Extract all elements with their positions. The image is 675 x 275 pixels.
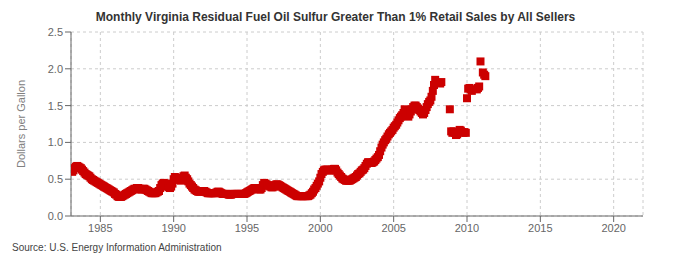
html-text:Source: U.S. Energy Informatio: Source: U.S. Energy Information Administ…	[12, 242, 222, 253]
svg-text:1990: 1990	[161, 222, 185, 234]
svg-text:2.0: 2.0	[48, 63, 63, 75]
svg-text:2.5: 2.5	[48, 26, 63, 38]
svg-text:1.5: 1.5	[48, 100, 63, 112]
svg-text:1995: 1995	[235, 222, 259, 234]
svg-text:0.0: 0.0	[48, 210, 63, 222]
svg-text:2020: 2020	[601, 222, 625, 234]
svg-text:Dollars per Gallon: Dollars per Gallon	[15, 80, 27, 168]
svg-text:2015: 2015	[528, 222, 552, 234]
svg-text:2005: 2005	[381, 222, 405, 234]
svg-text:2000: 2000	[308, 222, 332, 234]
svg-text:2010: 2010	[455, 222, 479, 234]
svg-text:0.5: 0.5	[48, 173, 63, 185]
svg-text:1.0: 1.0	[48, 136, 63, 148]
html-text:Monthly Virginia Residual Fuel: Monthly Virginia Residual Fuel Oil Sulfu…	[95, 10, 576, 24]
svg-text:1985: 1985	[88, 222, 112, 234]
